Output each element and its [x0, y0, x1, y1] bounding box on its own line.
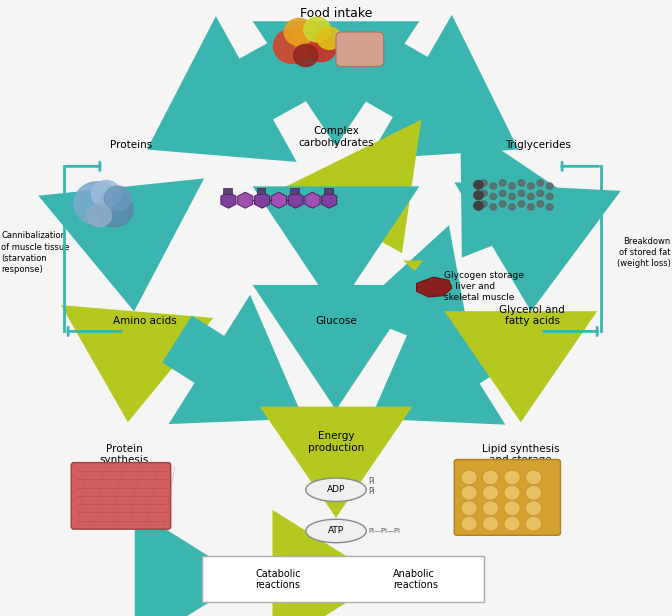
Text: Lipid synthesis
and storage: Lipid synthesis and storage	[482, 444, 560, 465]
Polygon shape	[403, 261, 423, 271]
Circle shape	[509, 183, 515, 189]
Circle shape	[294, 44, 318, 67]
Polygon shape	[417, 277, 452, 297]
Circle shape	[274, 29, 311, 63]
Circle shape	[91, 180, 121, 208]
Ellipse shape	[306, 478, 366, 501]
Text: Glucose: Glucose	[315, 317, 357, 326]
Circle shape	[306, 34, 336, 62]
Text: Catabolic
reactions: Catabolic reactions	[255, 569, 301, 590]
Circle shape	[546, 183, 553, 189]
Circle shape	[509, 193, 515, 200]
Circle shape	[526, 485, 542, 500]
Circle shape	[499, 190, 506, 197]
Circle shape	[482, 516, 499, 531]
Circle shape	[480, 201, 487, 207]
FancyBboxPatch shape	[336, 32, 384, 67]
Circle shape	[537, 201, 544, 207]
Text: ATP: ATP	[328, 527, 344, 535]
Circle shape	[504, 470, 520, 485]
Circle shape	[528, 193, 534, 200]
Circle shape	[461, 501, 477, 516]
Circle shape	[95, 192, 133, 227]
Text: Breakdown
of stored fat
(weight loss): Breakdown of stored fat (weight loss)	[617, 237, 671, 268]
Circle shape	[526, 501, 542, 516]
Circle shape	[104, 186, 131, 211]
Circle shape	[480, 190, 487, 197]
Circle shape	[87, 205, 112, 227]
FancyBboxPatch shape	[257, 188, 265, 194]
FancyBboxPatch shape	[290, 188, 299, 194]
Circle shape	[490, 193, 497, 200]
Text: Amino acids: Amino acids	[113, 317, 176, 326]
Text: ADP: ADP	[327, 485, 345, 494]
Text: Proteins: Proteins	[110, 140, 152, 150]
Circle shape	[490, 204, 497, 210]
Circle shape	[546, 193, 553, 200]
Circle shape	[482, 470, 499, 485]
Circle shape	[317, 27, 341, 49]
Circle shape	[499, 180, 506, 186]
Circle shape	[526, 470, 542, 485]
Circle shape	[518, 190, 525, 197]
Text: Anabolic
reactions: Anabolic reactions	[393, 569, 438, 590]
FancyBboxPatch shape	[454, 460, 560, 535]
Text: Food intake: Food intake	[300, 7, 372, 20]
FancyBboxPatch shape	[324, 188, 333, 194]
Text: Cannibalization
of muscle tissue
(starvation
response): Cannibalization of muscle tissue (starva…	[1, 232, 70, 274]
Circle shape	[304, 17, 331, 42]
Text: Pi—Pi—Pi: Pi—Pi—Pi	[368, 528, 401, 534]
Circle shape	[292, 21, 327, 53]
Circle shape	[461, 485, 477, 500]
Circle shape	[461, 470, 477, 485]
Circle shape	[537, 190, 544, 197]
Circle shape	[537, 180, 544, 186]
Circle shape	[480, 180, 487, 186]
Text: Energy
production: Energy production	[308, 431, 364, 453]
Circle shape	[482, 485, 499, 500]
Circle shape	[482, 501, 499, 516]
Circle shape	[518, 201, 525, 207]
Circle shape	[509, 204, 515, 210]
Circle shape	[504, 501, 520, 516]
Text: Protein
synthesis: Protein synthesis	[99, 444, 149, 465]
Circle shape	[284, 18, 314, 46]
Circle shape	[504, 485, 520, 500]
Circle shape	[546, 204, 553, 210]
Circle shape	[490, 183, 497, 189]
Circle shape	[474, 180, 483, 189]
Circle shape	[499, 201, 506, 207]
Circle shape	[461, 516, 477, 531]
FancyBboxPatch shape	[71, 463, 171, 529]
Circle shape	[528, 204, 534, 210]
FancyBboxPatch shape	[202, 556, 484, 602]
Text: Glycogen storage
in liver and
skeletal muscle: Glycogen storage in liver and skeletal m…	[444, 271, 523, 302]
Circle shape	[74, 182, 121, 225]
Circle shape	[474, 201, 483, 210]
Text: Pi
Pi: Pi Pi	[368, 477, 375, 496]
Text: Glycerol and
fatty acids: Glycerol and fatty acids	[499, 305, 565, 326]
Ellipse shape	[306, 519, 366, 543]
Text: Complex
carbohydrates: Complex carbohydrates	[298, 126, 374, 148]
Text: Triglycerides: Triglycerides	[505, 140, 571, 150]
Circle shape	[526, 516, 542, 531]
FancyBboxPatch shape	[223, 188, 232, 194]
Circle shape	[504, 516, 520, 531]
Circle shape	[474, 191, 483, 200]
Circle shape	[518, 180, 525, 186]
Circle shape	[528, 183, 534, 189]
